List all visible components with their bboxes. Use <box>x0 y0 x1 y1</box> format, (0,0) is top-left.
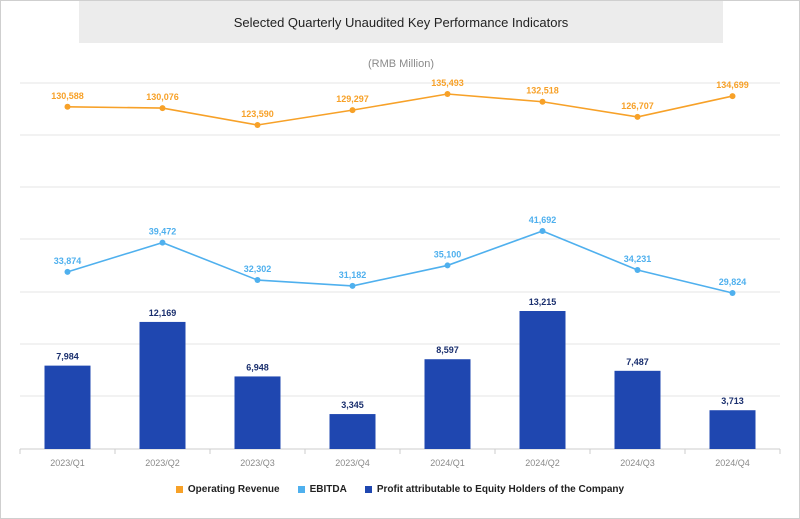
legend-label-profit: Profit attributable to Equity Holders of… <box>376 484 625 495</box>
data-label-profit: 8,597 <box>436 345 459 355</box>
bar-profit <box>424 359 471 449</box>
bar-profit <box>139 321 186 449</box>
bar-profit <box>709 410 756 449</box>
data-label-profit: 3,713 <box>721 396 744 406</box>
data-label-ebitda: 35,100 <box>434 249 462 259</box>
legend-label-ebitda: EBITDA <box>309 484 347 495</box>
x-tick-label: 2024/Q2 <box>525 458 560 468</box>
point-revenue <box>444 91 451 97</box>
data-label-ebitda: 31,182 <box>339 270 367 280</box>
data-label-ebitda: 29,824 <box>719 277 747 287</box>
bar-profit <box>614 370 661 449</box>
point-ebitda <box>159 239 166 246</box>
legend-label-revenue: Operating Revenue <box>187 484 280 495</box>
point-ebitda <box>64 268 71 275</box>
data-label-revenue: 123,590 <box>241 109 274 119</box>
data-label-ebitda: 39,472 <box>149 227 177 237</box>
series-line-revenue <box>67 93 733 126</box>
data-label-revenue: 129,297 <box>336 94 369 104</box>
x-tick-label: 2024/Q1 <box>430 458 465 468</box>
legend: Operating Revenue EBITDA Profit attribut… <box>0 484 800 495</box>
point-revenue <box>729 93 736 100</box>
point-revenue <box>254 122 261 128</box>
bar-profit <box>44 365 91 449</box>
data-label-ebitda: 41,692 <box>529 215 557 225</box>
x-tick-label: 2024/Q4 <box>715 458 750 468</box>
point-ebitda <box>729 290 736 296</box>
point-ebitda <box>349 282 356 289</box>
legend-swatch-ebitda <box>297 486 305 493</box>
data-label-profit: 7,487 <box>626 357 649 367</box>
x-tick-label: 2023/Q1 <box>50 458 85 468</box>
data-label-profit: 13,215 <box>529 297 557 307</box>
unit-label: (RMB Million) <box>368 58 434 70</box>
point-ebitda <box>254 277 261 284</box>
data-label-profit: 12,169 <box>149 308 177 318</box>
data-label-ebitda: 32,302 <box>244 264 272 274</box>
data-label-ebitda: 34,231 <box>624 254 652 264</box>
legend-swatch-revenue <box>175 486 183 493</box>
data-label-revenue: 130,588 <box>51 91 84 101</box>
point-revenue <box>349 107 356 114</box>
x-tick-label: 2023/Q2 <box>145 458 180 468</box>
point-ebitda <box>539 228 546 234</box>
legend-item-profit[interactable]: Profit attributable to Equity Holders of… <box>364 484 625 495</box>
data-label-profit: 6,948 <box>246 362 269 372</box>
data-label-revenue: 126,707 <box>621 101 654 111</box>
data-label-revenue: 132,518 <box>526 86 559 96</box>
point-revenue <box>64 103 71 110</box>
x-tick-label: 2023/Q4 <box>335 458 370 468</box>
series-line-ebitda <box>67 230 733 294</box>
data-label-revenue: 134,699 <box>716 80 749 90</box>
data-label-ebitda: 33,874 <box>54 256 82 266</box>
x-tick-label: 2024/Q3 <box>620 458 655 468</box>
data-label-revenue: 135,493 <box>431 78 464 88</box>
point-revenue <box>539 98 546 105</box>
chart-title: Selected Quarterly Unaudited Key Perform… <box>79 1 723 43</box>
point-ebitda <box>444 262 451 269</box>
legend-item-revenue[interactable]: Operating Revenue <box>175 484 280 495</box>
data-label-profit: 3,345 <box>341 400 364 410</box>
bar-profit <box>234 376 281 449</box>
legend-swatch-profit <box>364 486 372 493</box>
data-label-revenue: 130,076 <box>146 92 179 102</box>
data-label-profit: 7,984 <box>56 352 79 362</box>
point-revenue <box>159 105 166 112</box>
legend-item-ebitda[interactable]: EBITDA <box>297 484 347 495</box>
x-tick-label: 2023/Q3 <box>240 458 275 468</box>
bar-profit <box>519 311 566 449</box>
point-ebitda <box>634 266 641 273</box>
bar-profit <box>329 414 376 449</box>
point-revenue <box>634 113 641 120</box>
